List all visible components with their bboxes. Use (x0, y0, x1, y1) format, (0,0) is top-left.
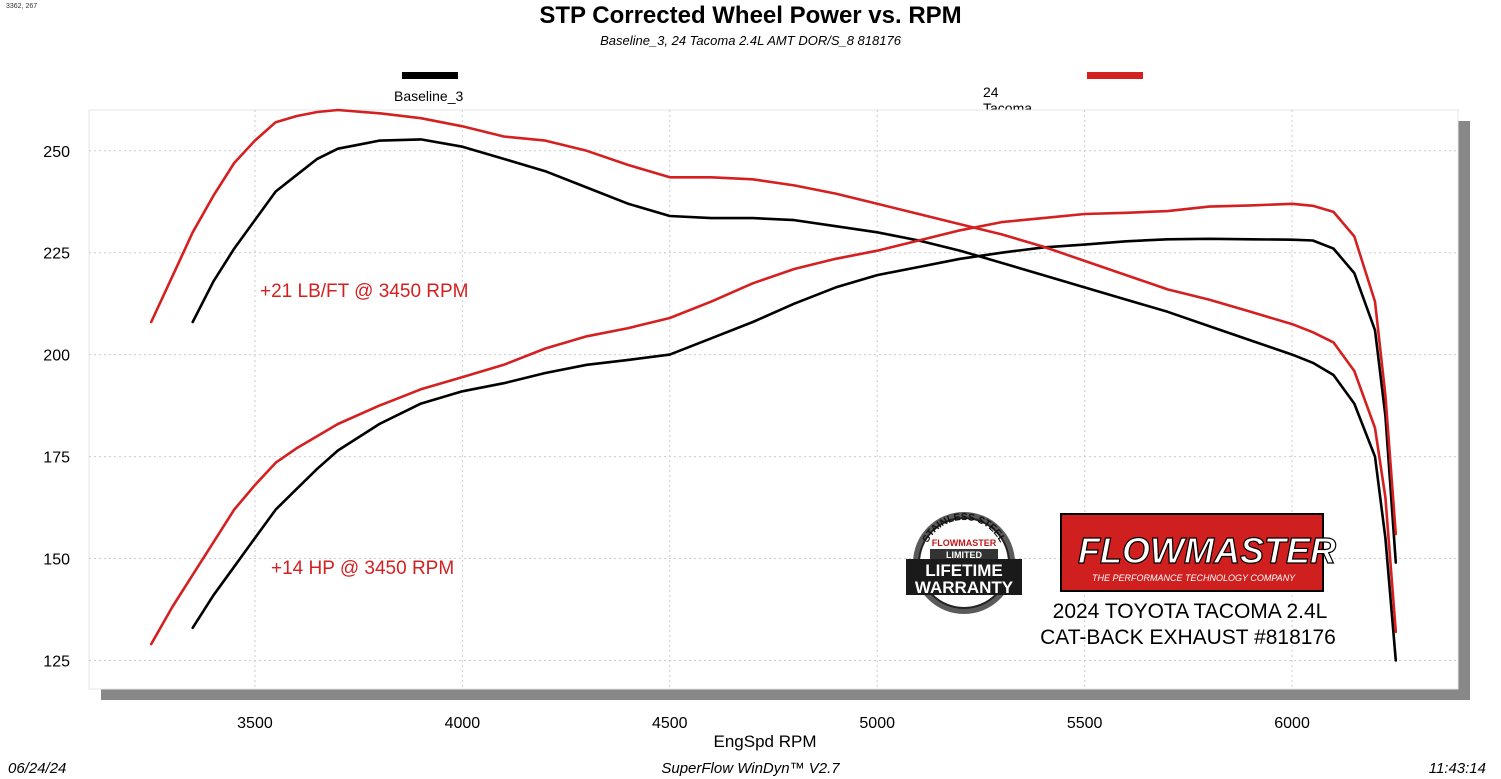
lifetime-warranty-badge: STAINLESS STEEL FLOWMASTER LIMITED LIFET… (906, 512, 1022, 614)
badge-brand-text: FLOWMASTER (932, 538, 997, 548)
footer-date: 06/24/24 (8, 760, 67, 777)
x-tick-label: 5000 (859, 715, 895, 732)
footer-app-name: SuperFlow WinDyn™ V2.7 (661, 760, 840, 777)
y-tick-label: 225 (43, 246, 70, 263)
modified-horsepower-line (149, 202, 1398, 646)
coordinate-readout: 3362, 267 (6, 3, 38, 10)
baseline-torque-line (191, 138, 1398, 662)
y-tick-label: 250 (43, 144, 70, 161)
badge-line2-text: WARRANTY (915, 578, 1014, 597)
axis-ticks: 125 150 175 200 225 250 3500 4000 4500 5000 5500 60… (43, 144, 1310, 732)
x-tick-label: 4000 (445, 715, 481, 732)
logo-text: FLOWMASTER (1078, 530, 1336, 571)
chart-subtitle: Baseline_3, 24 Tacoma 2.4L AMT DOR/S_8 8… (600, 33, 901, 48)
legend-swatch-baseline (402, 72, 458, 79)
badge-line1-text: LIFETIME (925, 561, 1002, 580)
logo-tagline: THE PERFORMANCE TECHNOLOGY COMPANY (1092, 573, 1296, 583)
x-axis-label: EngSpd RPM (713, 732, 817, 751)
caption-line-2: CAT-BACK EXHAUST #818176 (1040, 626, 1336, 649)
legend-label-baseline: Baseline_3 (394, 88, 464, 104)
y-tick-label: 150 (43, 552, 70, 569)
y-tick-label: 200 (43, 348, 70, 365)
y-tick-label: 175 (43, 450, 70, 467)
annotation-torque-gain: +21 LB/FT @ 3450 RPM (260, 281, 469, 302)
annotation-hp-gain: +14 HP @ 3450 RPM (271, 558, 454, 579)
footer-time: 11:43:14 (1428, 760, 1486, 777)
x-tick-label: 4500 (652, 715, 688, 732)
x-tick-label: 5500 (1067, 715, 1103, 732)
flowmaster-logo: FLOWMASTER THE PERFORMANCE TECHNOLOGY CO… (1060, 513, 1337, 592)
chart-title: STP Corrected Wheel Power vs. RPM (539, 2, 962, 29)
baseline-horsepower-line (191, 237, 1398, 630)
y-tick-label: 125 (43, 653, 70, 670)
badge-limited-text: LIMITED (946, 550, 982, 560)
x-tick-label: 6000 (1274, 715, 1310, 732)
x-tick-label: 3500 (237, 715, 273, 732)
series-lines (149, 108, 1398, 662)
caption-line-1: 2024 TOYOTA TACOMA 2.4L (1053, 600, 1328, 623)
legend-swatch-modified (1087, 72, 1143, 79)
modified-torque-line (149, 108, 1398, 634)
